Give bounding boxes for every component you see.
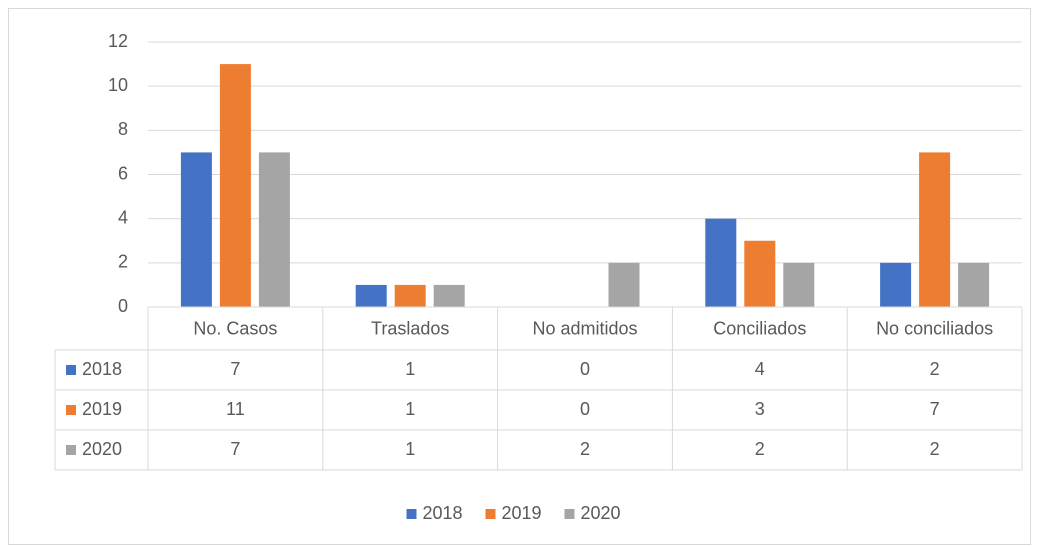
table-cell: 3 — [755, 399, 765, 419]
y-tick-label: 10 — [108, 75, 128, 95]
chart-border — [8, 8, 1031, 545]
bar — [958, 262, 990, 307]
legend-key — [485, 509, 496, 519]
legend-key — [406, 509, 417, 519]
bar — [219, 64, 251, 307]
table-cell: 7 — [230, 359, 240, 379]
y-tick-label: 0 — [118, 296, 128, 316]
bar — [919, 152, 951, 307]
legend-label: 2019 — [502, 503, 542, 523]
bar — [608, 262, 640, 307]
table-cell: 1 — [405, 399, 415, 419]
y-tick-label: 4 — [118, 207, 128, 227]
x-tick-label: Traslados — [371, 318, 449, 338]
table-cell: 2 — [580, 439, 590, 459]
table-cell: 7 — [230, 439, 240, 459]
table-cell: 4 — [755, 359, 765, 379]
table-cell: 2 — [755, 439, 765, 459]
bar — [258, 152, 290, 307]
table-cell: 7 — [930, 399, 940, 419]
legend-label: 2020 — [581, 503, 621, 523]
table-row-label: 2020 — [82, 439, 122, 459]
table-cell: 1 — [405, 439, 415, 459]
bar — [394, 284, 426, 307]
table-row-label: 2018 — [82, 359, 122, 379]
table-legend-key — [66, 365, 76, 375]
table-legend-key — [66, 445, 76, 455]
table-row-label: 2019 — [82, 399, 122, 419]
y-tick-label: 12 — [108, 31, 128, 51]
x-tick-label: No conciliados — [876, 318, 993, 338]
bar — [180, 152, 212, 307]
y-tick-label: 2 — [118, 252, 128, 272]
table-cell: 1 — [405, 359, 415, 379]
y-tick-label: 6 — [118, 163, 128, 183]
table-cell: 0 — [580, 399, 590, 419]
table-legend-key — [66, 405, 76, 415]
y-tick-label: 8 — [118, 119, 128, 139]
bar — [744, 240, 776, 307]
table-cell: 2 — [930, 359, 940, 379]
bar — [783, 262, 815, 307]
table-cell: 0 — [580, 359, 590, 379]
bar — [355, 284, 387, 307]
table-cell: 11 — [226, 399, 245, 419]
bar — [705, 218, 737, 307]
x-tick-label: Conciliados — [713, 318, 806, 338]
x-tick-label: No admitidos — [532, 318, 637, 338]
x-tick-label: No. Casos — [193, 318, 277, 338]
bar — [433, 284, 465, 307]
bar — [880, 262, 912, 307]
legend-label: 2018 — [423, 503, 463, 523]
legend-key — [564, 509, 575, 519]
table-cell: 2 — [930, 439, 940, 459]
